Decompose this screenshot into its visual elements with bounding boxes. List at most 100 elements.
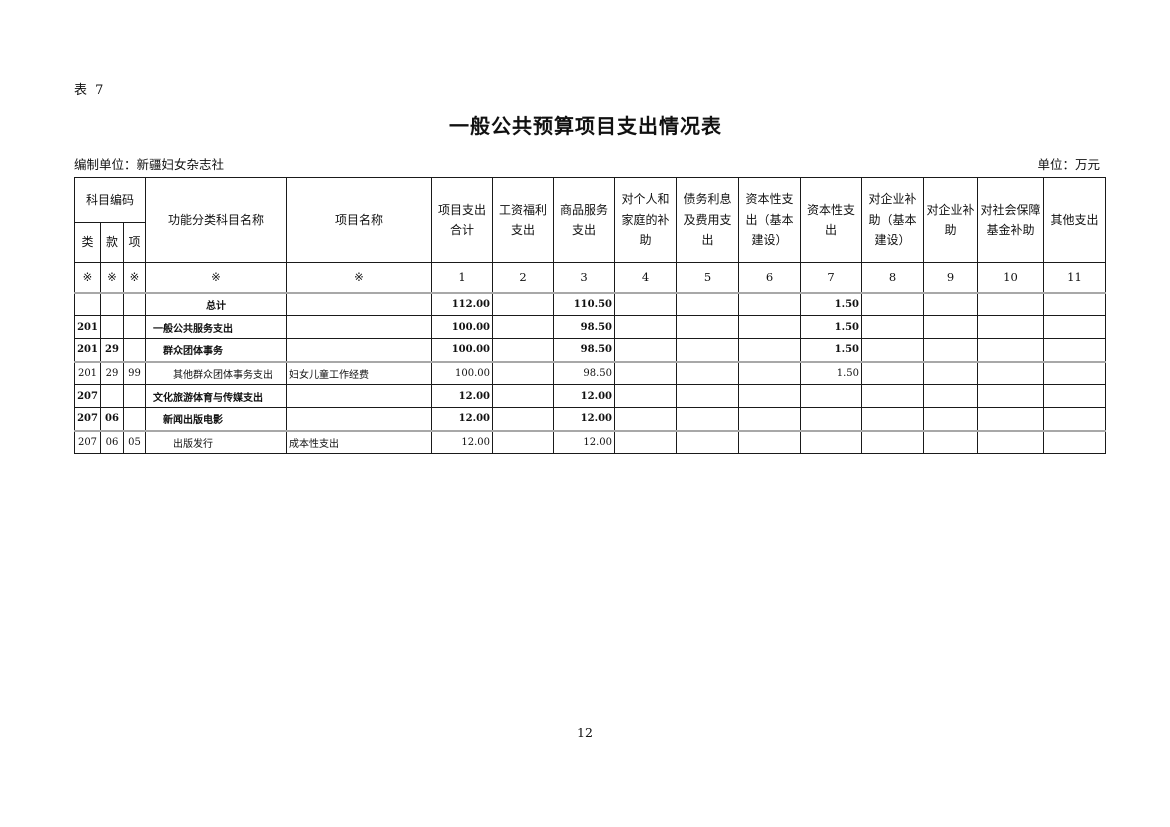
header-code-xiang: 项	[123, 222, 146, 263]
amount-wage-welfare-cell	[492, 429, 554, 454]
marker-cell: ※	[74, 262, 101, 293]
amount-wage-welfare-cell	[492, 360, 554, 385]
amount-capital-expenditure-cell: 1.50	[800, 338, 862, 362]
column-number-cell: 3	[553, 262, 615, 293]
code-class-cell: 201	[74, 360, 101, 385]
project-name-cell	[286, 338, 432, 362]
header-project-name: 项目名称	[286, 177, 432, 263]
amount-capital-construction-cell	[738, 360, 801, 385]
amount-enterprise-subsidy-construction-cell	[861, 407, 924, 431]
code-kuan-cell	[100, 315, 124, 339]
amount-goods-services-cell: 98.50	[553, 338, 615, 362]
amount-capital-construction-cell	[738, 429, 801, 454]
function-name-cell: 群众团体事务	[145, 338, 287, 362]
column-number-cell: 6	[738, 262, 801, 293]
table-row: 总计 112.00 110.50 1.50	[74, 291, 1106, 316]
amount-enterprise-subsidy-construction-cell	[861, 291, 924, 316]
amount-social-security-cell	[977, 360, 1044, 385]
amount-goods-services-cell: 12.00	[553, 407, 615, 431]
project-name-cell: 妇女儿童工作经费	[286, 360, 432, 385]
column-number-cell: 2	[492, 262, 554, 293]
header-other-expenditure: 其他支出	[1043, 177, 1106, 263]
amount-capital-construction-cell	[738, 315, 801, 339]
code-class-cell: 201	[74, 338, 101, 362]
project-name-cell	[286, 407, 432, 431]
meta-row: 编制单位：新疆妇女杂志社 单位：万元	[74, 154, 1100, 173]
code-kuan-cell	[100, 291, 124, 316]
code-kuan-cell: 29	[100, 360, 124, 385]
amount-project-total-cell: 12.00	[431, 429, 493, 454]
amount-enterprise-subsidy-cell	[923, 360, 978, 385]
table-body: 总计 112.00 110.50 1.50 201 一般公共服务支出 100.00 98.50…	[74, 291, 1106, 454]
header-social-security-fund-subsidy: 对社会保障基金补助	[977, 177, 1044, 263]
amount-social-security-cell	[977, 315, 1044, 339]
code-class-cell: 207	[74, 384, 101, 408]
amount-capital-construction-cell	[738, 384, 801, 408]
amount-social-security-cell	[977, 407, 1044, 431]
function-name-cell: 总计	[145, 291, 287, 316]
amount-other-cell	[1043, 384, 1106, 408]
marker-row: ※ ※ ※ ※ ※ 1 2 3 4 5 6 7 8 9 10 11	[74, 262, 1106, 293]
header-function-name: 功能分类科目名称	[145, 177, 287, 263]
amount-debt-interest-cell	[676, 407, 739, 431]
marker-cell: ※	[286, 262, 432, 293]
function-name-cell: 文化旅游体育与传媒支出	[145, 384, 287, 408]
marker-cell: ※	[100, 262, 124, 293]
amount-enterprise-subsidy-cell	[923, 429, 978, 454]
amount-capital-expenditure-cell: 1.50	[800, 291, 862, 316]
code-xiang-cell	[123, 315, 146, 339]
amount-project-total-cell: 100.00	[431, 338, 493, 362]
header-capital-expenditure: 资本性支出	[800, 177, 862, 263]
amount-individual-family-cell	[614, 429, 677, 454]
amount-social-security-cell	[977, 291, 1044, 316]
amount-social-security-cell	[977, 429, 1044, 454]
unit-label: 单位：万元	[1037, 157, 1100, 172]
table-header: 科目编码 功能分类科目名称 项目名称 项目支出合计 工资福利支出 商品服务支出 …	[74, 177, 1106, 293]
code-kuan-cell: 29	[100, 338, 124, 362]
amount-capital-expenditure-cell	[800, 384, 862, 408]
code-class-cell: 207	[74, 429, 101, 454]
amount-capital-construction-cell	[738, 338, 801, 362]
header-enterprise-subsidy: 对企业补助	[923, 177, 978, 263]
project-name-cell	[286, 291, 432, 316]
amount-capital-expenditure-cell: 1.50	[800, 360, 862, 385]
amount-wage-welfare-cell	[492, 315, 554, 339]
amount-other-cell	[1043, 360, 1106, 385]
code-xiang-cell: 99	[123, 360, 146, 385]
header-enterprise-subsidy-capital-construction: 对企业补助（基本建设）	[861, 177, 924, 263]
amount-enterprise-subsidy-cell	[923, 384, 978, 408]
amount-enterprise-subsidy-cell	[923, 291, 978, 316]
code-class-cell: 207	[74, 407, 101, 431]
amount-individual-family-cell	[614, 384, 677, 408]
page-title: 一般公共预算项目支出情况表	[449, 114, 722, 138]
page-number: 12	[577, 725, 593, 740]
column-number-cell: 7	[800, 262, 862, 293]
code-class-cell: 201	[74, 315, 101, 339]
amount-wage-welfare-cell	[492, 291, 554, 316]
function-name-cell: 一般公共服务支出	[145, 315, 287, 339]
header-wage-welfare: 工资福利支出	[492, 177, 554, 263]
code-kuan-cell	[100, 384, 124, 408]
amount-enterprise-subsidy-construction-cell	[861, 429, 924, 454]
code-kuan-cell: 06	[100, 429, 124, 454]
code-xiang-cell	[123, 291, 146, 316]
amount-project-total-cell: 112.00	[431, 291, 493, 316]
header-subject-code: 科目编码	[74, 177, 146, 223]
amount-individual-family-cell	[614, 360, 677, 385]
amount-debt-interest-cell	[676, 429, 739, 454]
amount-social-security-cell	[977, 338, 1044, 362]
amount-wage-welfare-cell	[492, 407, 554, 431]
amount-goods-services-cell: 98.50	[553, 360, 615, 385]
amount-capital-expenditure-cell	[800, 407, 862, 431]
amount-debt-interest-cell	[676, 291, 739, 316]
function-name-cell: 新闻出版电影	[145, 407, 287, 431]
table-label: 表 7	[74, 83, 106, 98]
amount-debt-interest-cell	[676, 384, 739, 408]
amount-project-total-cell: 12.00	[431, 384, 493, 408]
marker-cell: ※	[123, 262, 146, 293]
header-project-total: 项目支出合计	[431, 177, 493, 263]
amount-individual-family-cell	[614, 315, 677, 339]
amount-capital-expenditure-cell	[800, 429, 862, 454]
table-row: 201 一般公共服务支出 100.00 98.50 1.50	[74, 315, 1106, 339]
